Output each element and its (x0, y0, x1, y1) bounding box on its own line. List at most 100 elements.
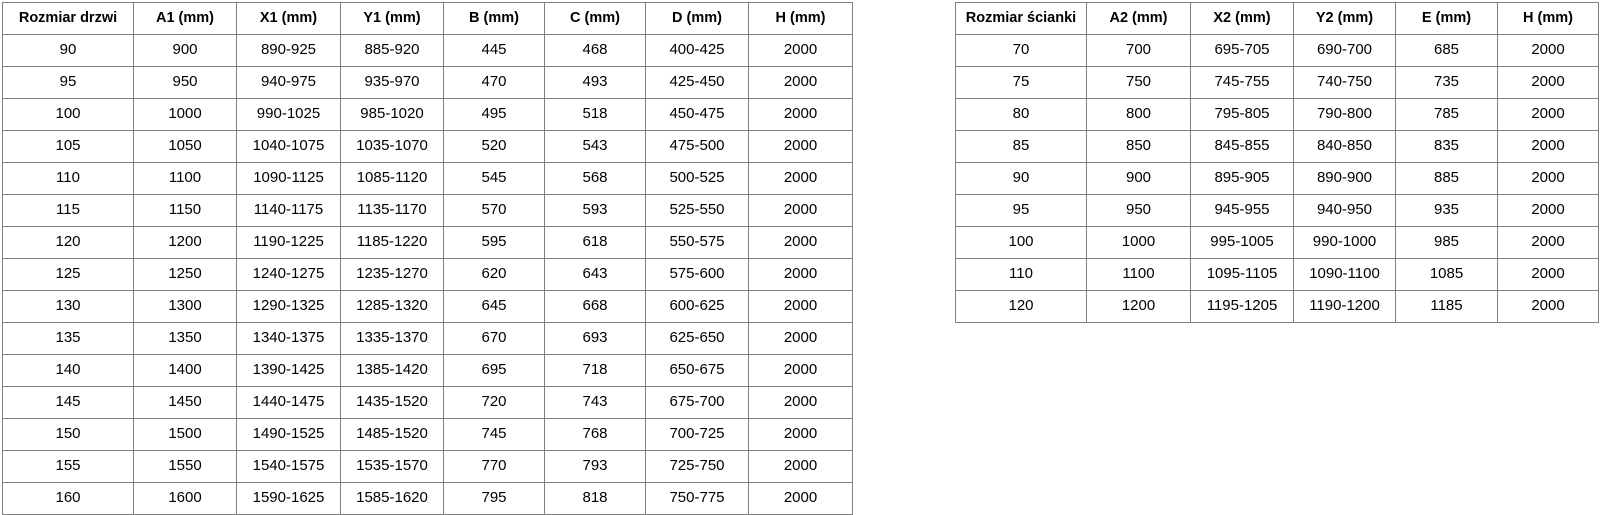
doors-column-header: Rozmiar drzwi (2, 2, 134, 35)
table-header-row: Rozmiar drzwi A1 (mm) X1 (mm) Y1 (mm) B (mm)… (2, 2, 853, 35)
walls-cell: 100 (955, 226, 1087, 259)
doors-cell: 130 (2, 290, 134, 323)
doors-cell: 1240-1275 (236, 258, 341, 291)
walls-cell: 800 (1086, 98, 1191, 131)
doors-cell: 100 (2, 98, 134, 131)
walls-cell: 70 (955, 34, 1087, 67)
walls-cell: 90 (955, 162, 1087, 195)
doors-cell: 1050 (133, 130, 237, 163)
doors-cell: 2000 (748, 66, 853, 99)
walls-cell: 885 (1395, 162, 1498, 195)
walls-cell: 1200 (1086, 290, 1191, 323)
walls-column-header: A2 (mm) (1086, 2, 1191, 35)
walls-cell: 2000 (1497, 194, 1599, 227)
doors-cell: 400-425 (645, 34, 749, 67)
doors-cell: 2000 (748, 34, 853, 67)
walls-cell: 120 (955, 290, 1087, 323)
doors-cell: 1485-1520 (340, 418, 444, 451)
table-row: 95 950 945-955 940-950 935 2000 (955, 194, 1599, 227)
doors-column-header: A1 (mm) (133, 2, 237, 35)
table-row: 80 800 795-805 790-800 785 2000 (955, 98, 1599, 131)
doors-column-header: B (mm) (443, 2, 545, 35)
doors-cell: 718 (544, 354, 646, 387)
doors-cell: 1285-1320 (340, 290, 444, 323)
doors-cell: 625-650 (645, 322, 749, 355)
walls-cell: 690-700 (1293, 34, 1396, 67)
walls-cell: 110 (955, 258, 1087, 291)
table-row: 145 1450 1440-1475 1435-1520 720 743 675-700 20… (2, 386, 853, 419)
doors-cell: 1200 (133, 226, 237, 259)
doors-column-header: C (mm) (544, 2, 646, 35)
walls-cell: 990-1000 (1293, 226, 1396, 259)
doors-cell: 520 (443, 130, 545, 163)
doors-cell: 568 (544, 162, 646, 195)
doors-cell: 550-575 (645, 226, 749, 259)
doors-dimensions-table: Rozmiar drzwi A1 (mm) X1 (mm) Y1 (mm) B (mm)… (2, 2, 853, 515)
doors-cell: 1150 (133, 194, 237, 227)
doors-cell: 950 (133, 66, 237, 99)
doors-cell: 745 (443, 418, 545, 451)
walls-table-body: 70 700 695-705 690-700 685 2000 75 750 745-755 74… (955, 34, 1599, 323)
walls-cell: 785 (1395, 98, 1498, 131)
doors-cell: 1100 (133, 162, 237, 195)
doors-cell: 2000 (748, 162, 853, 195)
table-row: 130 1300 1290-1325 1285-1320 645 668 600-625 20… (2, 290, 853, 323)
doors-cell: 720 (443, 386, 545, 419)
table-row: 100 1000 990-1025 985-1020 495 518 450-475 2000 (2, 98, 853, 131)
walls-cell: 895-905 (1190, 162, 1294, 195)
walls-cell: 695-705 (1190, 34, 1294, 67)
doors-cell: 1440-1475 (236, 386, 341, 419)
walls-cell: 685 (1395, 34, 1498, 67)
table-row: 155 1550 1540-1575 1535-1570 770 793 725-750 20… (2, 450, 853, 483)
doors-cell: 700-725 (645, 418, 749, 451)
walls-cell: 1000 (1086, 226, 1191, 259)
walls-cell: 890-900 (1293, 162, 1396, 195)
doors-cell: 1000 (133, 98, 237, 131)
doors-cell: 570 (443, 194, 545, 227)
doors-cell: 725-750 (645, 450, 749, 483)
doors-cell: 518 (544, 98, 646, 131)
table-row: 85 850 845-855 840-850 835 2000 (955, 130, 1599, 163)
doors-cell: 1500 (133, 418, 237, 451)
walls-cell: 745-755 (1190, 66, 1294, 99)
doors-cell: 770 (443, 450, 545, 483)
doors-cell: 1585-1620 (340, 482, 444, 515)
doors-cell: 2000 (748, 354, 853, 387)
doors-column-header: Y1 (mm) (340, 2, 444, 35)
doors-cell: 495 (443, 98, 545, 131)
walls-cell: 2000 (1497, 34, 1599, 67)
doors-cell: 105 (2, 130, 134, 163)
walls-column-header: Y2 (mm) (1293, 2, 1396, 35)
walls-cell: 95 (955, 194, 1087, 227)
walls-cell: 1185 (1395, 290, 1498, 323)
doors-cell: 2000 (748, 322, 853, 355)
doors-cell: 120 (2, 226, 134, 259)
doors-cell: 145 (2, 386, 134, 419)
walls-cell: 1100 (1086, 258, 1191, 291)
doors-cell: 2000 (748, 226, 853, 259)
doors-cell: 935-970 (340, 66, 444, 99)
doors-column-header: D (mm) (645, 2, 749, 35)
doors-cell: 1450 (133, 386, 237, 419)
walls-cell: 940-950 (1293, 194, 1396, 227)
table-header-row: Rozmiar ścianki A2 (mm) X2 (mm) Y2 (mm) E (m… (955, 2, 1599, 35)
doors-cell: 450-475 (645, 98, 749, 131)
doors-cell: 618 (544, 226, 646, 259)
doors-cell: 1350 (133, 322, 237, 355)
doors-cell: 1550 (133, 450, 237, 483)
table-row: 120 1200 1190-1225 1185-1220 595 618 550-575 20… (2, 226, 853, 259)
doors-cell: 543 (544, 130, 646, 163)
doors-cell: 475-500 (645, 130, 749, 163)
doors-cell: 670 (443, 322, 545, 355)
doors-cell: 1600 (133, 482, 237, 515)
walls-cell: 75 (955, 66, 1087, 99)
doors-cell: 575-600 (645, 258, 749, 291)
doors-table-body: 90 900 890-925 885-920 445 468 400-425 2000 95 95… (2, 34, 853, 515)
doors-cell: 675-700 (645, 386, 749, 419)
doors-cell: 1490-1525 (236, 418, 341, 451)
walls-cell: 2000 (1497, 290, 1599, 323)
doors-cell: 1340-1375 (236, 322, 341, 355)
walls-column-header: H (mm) (1497, 2, 1599, 35)
walls-cell: 2000 (1497, 226, 1599, 259)
